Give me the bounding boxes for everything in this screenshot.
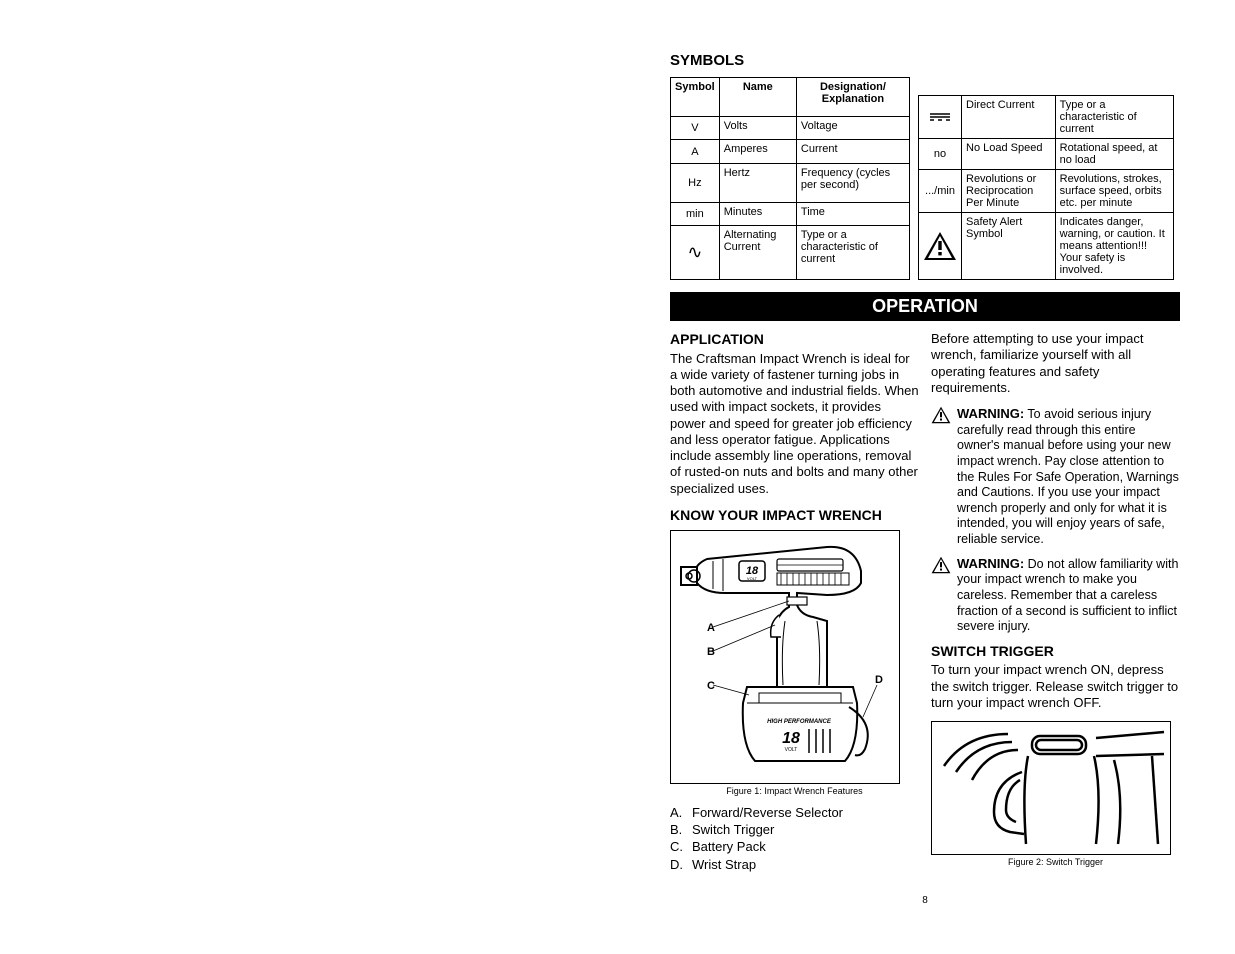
alert-triangle-icon <box>931 556 951 635</box>
warning-label: WARNING: <box>957 406 1024 421</box>
warning-1: WARNING: To avoid serious injury careful… <box>931 406 1180 548</box>
warning-2-text: WARNING: Do not allow familiarity with y… <box>957 556 1180 635</box>
name-cell: Amperes <box>719 140 796 164</box>
name-cell: No Load Speed <box>962 139 1056 170</box>
ac-wave-icon: ∿ <box>687 242 702 262</box>
feat-text: Wrist Strap <box>692 857 756 873</box>
list-item: D.Wrist Strap <box>670 857 919 873</box>
label-c: C <box>707 680 715 692</box>
symbols-table-left: Symbol Name Designation/ Explanation V V… <box>670 77 910 280</box>
operation-bar: OPERATION <box>670 292 1180 321</box>
feat-text: Battery Pack <box>692 839 766 855</box>
sym-permin: .../min <box>919 170 962 213</box>
label-d: D <box>875 674 883 686</box>
feat-letter: A. <box>670 805 692 821</box>
desc-cell: Frequency (cycles per second) <box>796 164 909 203</box>
th-symbol: Symbol <box>671 78 720 117</box>
list-item: B.Switch Trigger <box>670 822 919 838</box>
figure-1-caption: Figure 1: Impact Wrench Features <box>670 786 919 797</box>
feat-letter: D. <box>670 857 692 873</box>
feat-letter: B. <box>670 822 692 838</box>
pack-hiperf: HIGH PERFORMANCE <box>767 719 832 725</box>
table-row: V Volts Voltage <box>671 116 910 140</box>
sym-ac: ∿ <box>671 226 720 280</box>
switch-trigger-illustration <box>936 726 1166 846</box>
impact-wrench-illustration: 18 VOLT <box>677 537 893 772</box>
know-heading: KNOW YOUR IMPACT WRENCH <box>670 507 919 525</box>
application-text: The Craftsman Impact Wrench is ideal for… <box>670 351 919 497</box>
label-a: A <box>707 622 715 634</box>
feat-text: Switch Trigger <box>692 822 774 838</box>
desc-cell: Indicates danger, warning, or caution. I… <box>1055 213 1173 280</box>
switch-text: To turn your impact wrench ON, depress t… <box>931 662 1180 711</box>
figure-2 <box>931 721 1171 855</box>
warning-label: WARNING: <box>957 556 1024 571</box>
desc-cell: Time <box>796 202 909 226</box>
alert-triangle-icon <box>923 231 957 261</box>
sym-no: no <box>919 139 962 170</box>
dc-icon <box>928 111 952 123</box>
th-designation: Designation/ Explanation <box>796 78 909 117</box>
label-b: B <box>707 646 715 658</box>
desc-cell: Type or a characteristic of current <box>796 226 909 280</box>
name-cell: Volts <box>719 116 796 140</box>
name-cell: Revolutions or Reciprocation Per Minute <box>962 170 1056 213</box>
sym-v: V <box>671 116 720 140</box>
application-heading: APPLICATION <box>670 331 919 349</box>
badge-volt: VOLT <box>747 576 758 581</box>
sym-hz: Hz <box>671 164 720 203</box>
pack-volt: VOLT <box>785 747 798 753</box>
pack-18: 18 <box>782 730 800 747</box>
th-name: Name <box>719 78 796 117</box>
figure-2-caption: Figure 2: Switch Trigger <box>931 857 1180 868</box>
symbols-table-right: Direct Current Type or a characteristic … <box>918 95 1174 280</box>
symbols-heading: SYMBOLS <box>670 52 1180 69</box>
features-list: A.Forward/Reverse Selector B.Switch Trig… <box>670 805 919 873</box>
desc-cell: Current <box>796 140 909 164</box>
table-row: Safety Alert Symbol Indicates danger, wa… <box>919 213 1174 280</box>
desc-cell: Voltage <box>796 116 909 140</box>
list-item: C.Battery Pack <box>670 839 919 855</box>
right-column: Before attempting to use your impact wre… <box>931 331 1180 877</box>
desc-cell: Type or a characteristic of current <box>1055 96 1173 139</box>
intro-right: Before attempting to use your impact wre… <box>931 331 1180 396</box>
sym-dc <box>919 96 962 139</box>
warning-1-text: WARNING: To avoid serious injury careful… <box>957 406 1180 548</box>
table-row: ∿ Alternating Current Type or a characte… <box>671 226 910 280</box>
table-row: no No Load Speed Rotational speed, at no… <box>919 139 1174 170</box>
warning-2: WARNING: Do not allow familiarity with y… <box>931 556 1180 635</box>
alert-triangle-icon <box>931 406 951 548</box>
sym-min: min <box>671 202 720 226</box>
table-row: .../min Revolutions or Reciprocation Per… <box>919 170 1174 213</box>
symbols-tables: Symbol Name Designation/ Explanation V V… <box>670 77 1180 280</box>
page-number: 8 <box>670 895 1180 906</box>
desc-cell: Revolutions, strokes, surface speed, orb… <box>1055 170 1173 213</box>
table-row: A Amperes Current <box>671 140 910 164</box>
left-column: APPLICATION The Craftsman Impact Wrench … <box>670 331 919 877</box>
table-row: Direct Current Type or a characteristic … <box>919 96 1174 139</box>
desc-cell: Rotational speed, at no load <box>1055 139 1173 170</box>
table-row: min Minutes Time <box>671 202 910 226</box>
name-cell: Direct Current <box>962 96 1056 139</box>
list-item: A.Forward/Reverse Selector <box>670 805 919 821</box>
name-cell: Alternating Current <box>719 226 796 280</box>
table-row: Hz Hertz Frequency (cycles per second) <box>671 164 910 203</box>
name-cell: Hertz <box>719 164 796 203</box>
figure-1: 18 VOLT <box>670 530 900 783</box>
name-cell: Safety Alert Symbol <box>962 213 1056 280</box>
feat-text: Forward/Reverse Selector <box>692 805 843 821</box>
switch-heading: SWITCH TRIGGER <box>931 643 1180 661</box>
sym-a: A <box>671 140 720 164</box>
warning-body: To avoid serious injury carefully read t… <box>957 407 1179 546</box>
name-cell: Minutes <box>719 202 796 226</box>
feat-letter: C. <box>670 839 692 855</box>
sym-alert <box>919 213 962 280</box>
